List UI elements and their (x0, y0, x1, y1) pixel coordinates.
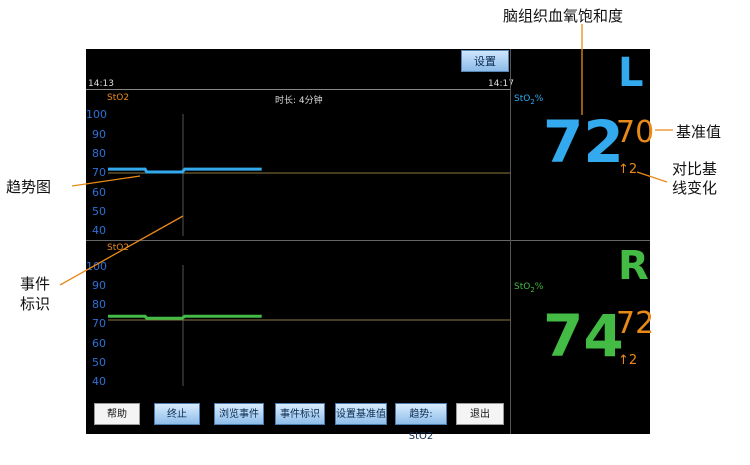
param-label-left: StO2% (514, 94, 544, 106)
callout-title: 脑组织血氧饱和度 (503, 7, 624, 25)
y-tick: 70 (92, 166, 106, 179)
side-letter-right: R (618, 243, 649, 289)
settings-button[interactable]: 设置 (461, 50, 509, 72)
trend-callout-line (71, 175, 141, 187)
change-callout-line (636, 171, 668, 183)
callout-baseline: 基准值 (676, 123, 722, 141)
y-tick: 60 (92, 186, 106, 199)
y-tick: 80 (92, 298, 106, 311)
event-mark-button[interactable]: 事件标识 (275, 403, 325, 425)
timeline-separator (86, 89, 511, 90)
trend-sto2-button[interactable]: 趋势: StO2 (395, 403, 447, 442)
top-chart-label: StO2 (107, 93, 130, 103)
timeline-start: 14:13 (88, 79, 114, 89)
baseline-value-right: 72 (616, 306, 655, 341)
chart-separator (86, 240, 650, 241)
y-tick: 90 (92, 128, 106, 141)
exit-button[interactable]: 退出 (456, 403, 504, 425)
callout-change: 对比基 线变化 (672, 160, 718, 197)
y-tick: 80 (92, 147, 106, 160)
top-trend-line (108, 167, 262, 174)
bottom-chart-label: StO2 (107, 243, 130, 253)
change-value-left: ↑2 (618, 162, 638, 177)
y-tick: 50 (92, 205, 106, 218)
callout-event: 事件 标识 (20, 275, 51, 313)
browse-events-button[interactable]: 浏览事件 (214, 403, 264, 425)
bottom-trend-line (108, 314, 262, 320)
sto2-value-right: 74 (543, 302, 624, 370)
timeline-end: 14:17 (488, 79, 514, 89)
y-tick: 40 (92, 375, 106, 388)
y-tick: 100 (86, 260, 107, 273)
y-tick: 70 (92, 317, 106, 330)
set-baseline-button[interactable]: 设置基准值 (335, 403, 387, 425)
y-tick: 100 (86, 108, 107, 121)
top-chart-duration: 时长: 4分钟 (275, 96, 323, 106)
y-tick: 60 (92, 337, 106, 350)
y-tick: 90 (92, 279, 106, 292)
side-letter-left: L (618, 50, 644, 96)
sto2-value-left: 72 (543, 108, 624, 176)
baseline-value-left: 70 (616, 115, 655, 150)
help-button[interactable]: 帮助 (94, 403, 140, 425)
panel-separator (510, 49, 511, 434)
monitor-screen (86, 49, 650, 434)
event-callout-line (59, 215, 184, 286)
y-tick: 50 (92, 356, 106, 369)
change-value-right: ↑2 (618, 353, 638, 368)
param-label-right: StO2% (514, 282, 544, 294)
callout-trend: 趋势图 (6, 178, 52, 196)
stop-button[interactable]: 终止 (154, 403, 200, 425)
y-tick: 40 (92, 224, 106, 237)
